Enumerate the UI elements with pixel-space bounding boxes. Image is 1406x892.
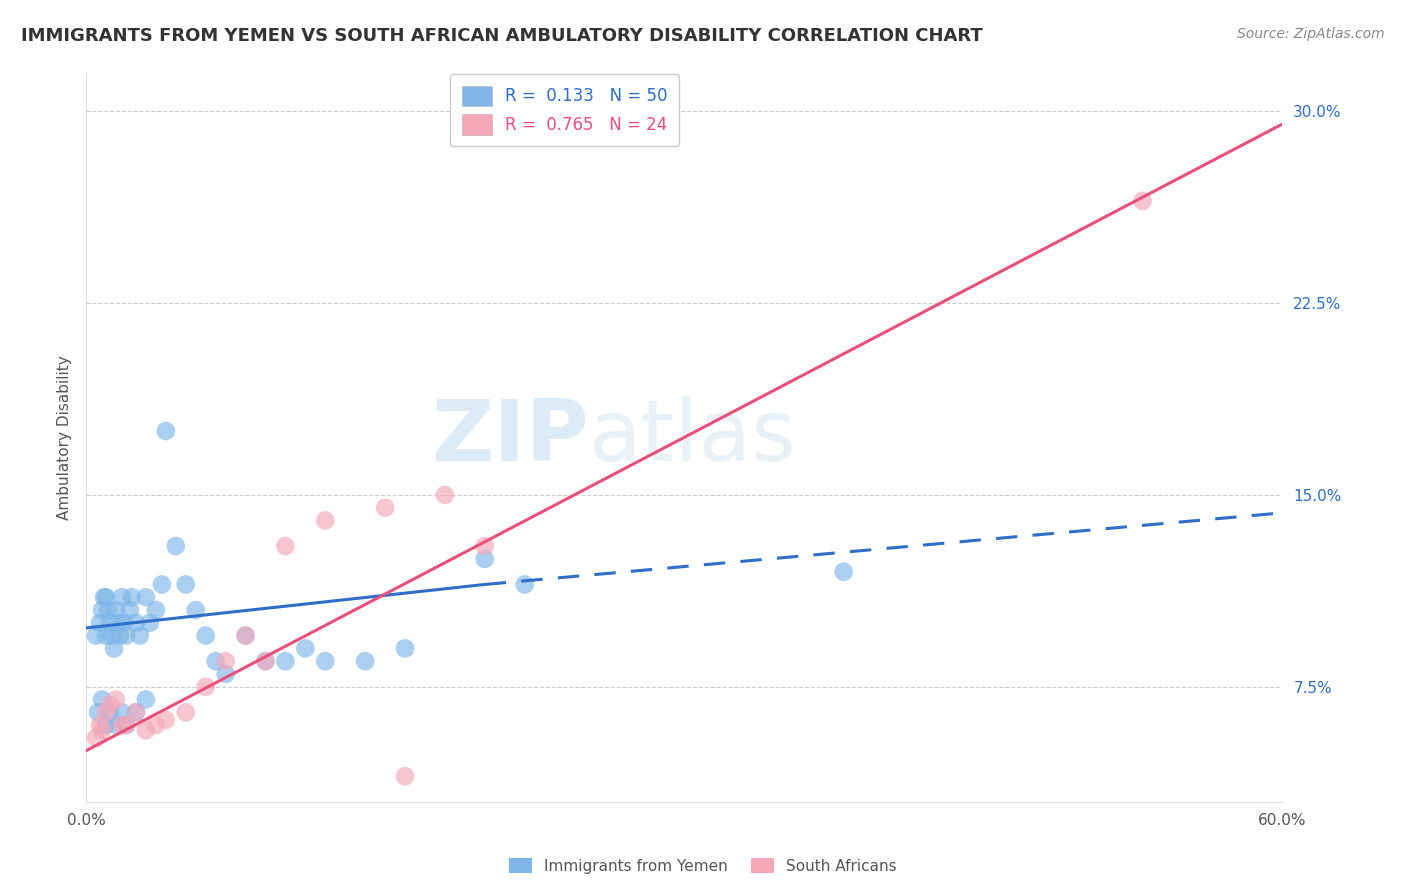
Point <box>94 718 117 732</box>
Point <box>111 591 134 605</box>
Point <box>294 641 316 656</box>
Point <box>155 713 177 727</box>
Point <box>94 591 117 605</box>
Point <box>101 629 124 643</box>
Point <box>87 706 110 720</box>
Point <box>145 718 167 732</box>
Point <box>354 654 377 668</box>
Point <box>84 629 107 643</box>
Point <box>91 692 114 706</box>
Point <box>139 615 162 630</box>
Point <box>112 615 135 630</box>
Point <box>104 718 127 732</box>
Point <box>125 706 148 720</box>
Point <box>274 539 297 553</box>
Point <box>1132 194 1154 208</box>
Point <box>108 629 131 643</box>
Point <box>204 654 226 668</box>
Point <box>374 500 396 515</box>
Point <box>433 488 456 502</box>
Point <box>98 698 121 712</box>
Point <box>111 706 134 720</box>
Point <box>513 577 536 591</box>
Text: Source: ZipAtlas.com: Source: ZipAtlas.com <box>1237 27 1385 41</box>
Text: ZIP: ZIP <box>430 396 589 479</box>
Point <box>111 718 134 732</box>
Point <box>84 731 107 745</box>
Point <box>97 603 120 617</box>
Point <box>314 654 336 668</box>
Point <box>184 603 207 617</box>
Point <box>103 641 125 656</box>
Point <box>89 615 111 630</box>
Y-axis label: Ambulatory Disability: Ambulatory Disability <box>58 355 72 520</box>
Point <box>235 629 257 643</box>
Point <box>135 591 157 605</box>
Point <box>135 723 157 738</box>
Point <box>125 615 148 630</box>
Point <box>121 591 143 605</box>
Point <box>474 539 496 553</box>
Point <box>174 577 197 591</box>
Point <box>98 615 121 630</box>
Point <box>155 424 177 438</box>
Legend: Immigrants from Yemen, South Africans: Immigrants from Yemen, South Africans <box>503 852 903 880</box>
Point <box>125 706 148 720</box>
Point <box>145 603 167 617</box>
Point <box>118 603 141 617</box>
Point <box>254 654 277 668</box>
Point <box>165 539 187 553</box>
Point <box>93 591 115 605</box>
Point <box>150 577 173 591</box>
Point <box>104 603 127 617</box>
Point <box>214 667 236 681</box>
Point <box>254 654 277 668</box>
Point <box>115 718 138 732</box>
Point <box>174 706 197 720</box>
Point <box>115 629 138 643</box>
Point <box>94 629 117 643</box>
Point <box>394 641 416 656</box>
Point <box>135 692 157 706</box>
Point <box>194 680 217 694</box>
Point <box>394 769 416 783</box>
Point <box>98 706 121 720</box>
Point <box>235 629 257 643</box>
Point <box>832 565 855 579</box>
Point <box>314 514 336 528</box>
Point <box>274 654 297 668</box>
Text: IMMIGRANTS FROM YEMEN VS SOUTH AFRICAN AMBULATORY DISABILITY CORRELATION CHART: IMMIGRANTS FROM YEMEN VS SOUTH AFRICAN A… <box>21 27 983 45</box>
Text: atlas: atlas <box>589 396 796 479</box>
Point <box>91 723 114 738</box>
Point <box>115 718 138 732</box>
Point <box>91 603 114 617</box>
Point <box>107 615 129 630</box>
Point <box>104 692 127 706</box>
Point <box>214 654 236 668</box>
Point <box>474 552 496 566</box>
Point <box>94 706 117 720</box>
Point <box>194 629 217 643</box>
Point <box>128 629 150 643</box>
Legend: R =  0.133   N = 50, R =  0.765   N = 24: R = 0.133 N = 50, R = 0.765 N = 24 <box>450 74 679 146</box>
Point <box>89 718 111 732</box>
